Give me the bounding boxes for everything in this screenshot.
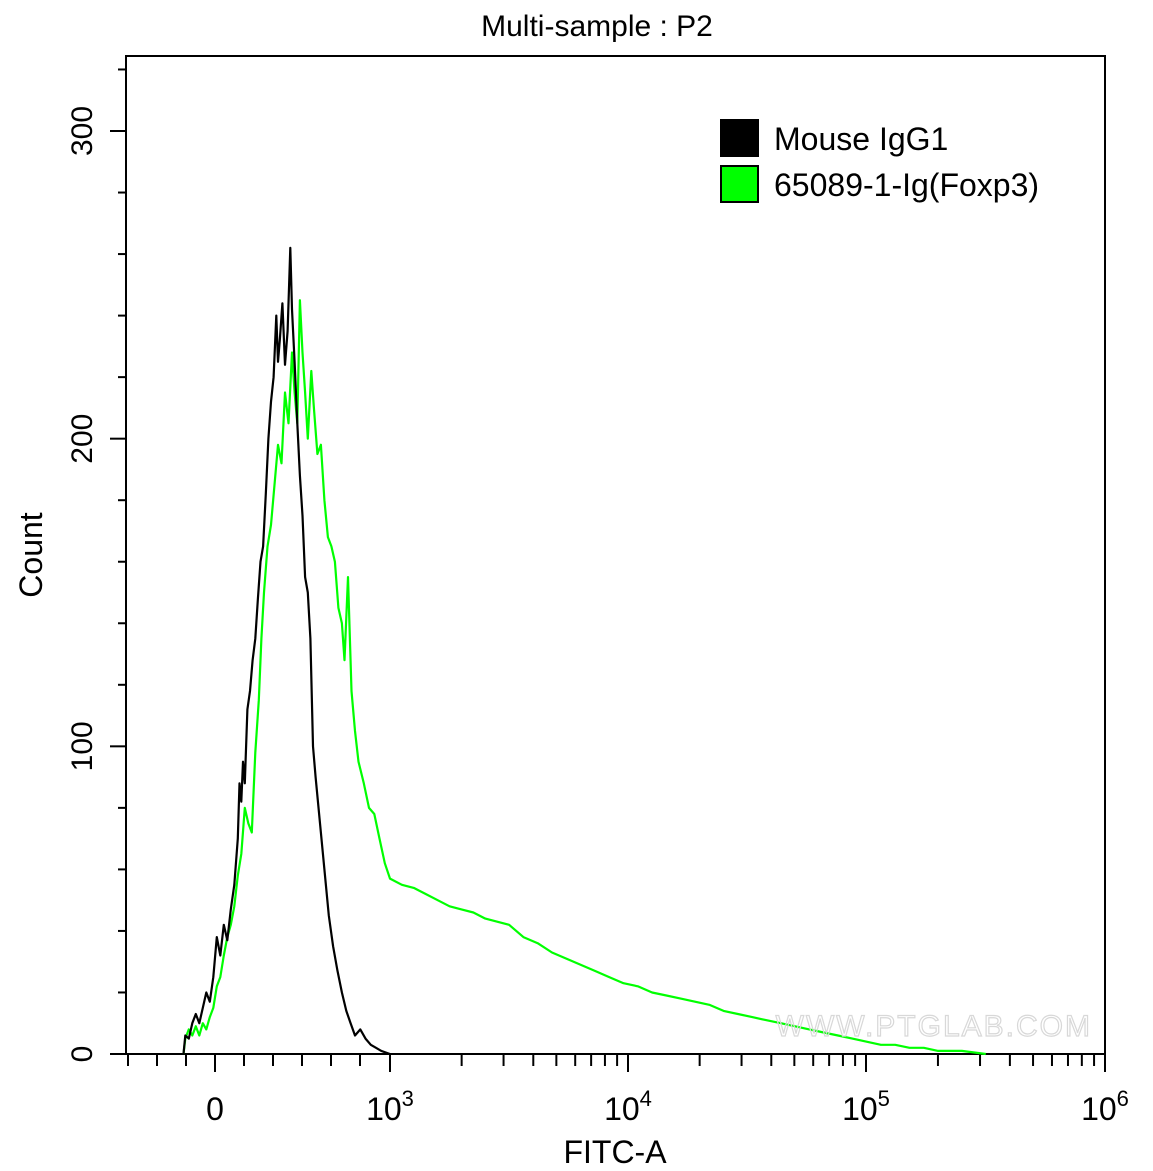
watermark: WWW.PTGLAB.COM <box>776 1010 1092 1043</box>
legend-swatch <box>720 119 759 157</box>
chart-title: Multi-sample : P2 <box>481 10 713 43</box>
y-axis: 0 100 200 300 <box>66 56 127 1063</box>
x-axis: 0 103 104 105 106 <box>126 1053 1129 1127</box>
series-lines <box>182 246 986 1056</box>
y-tick-label: 300 <box>66 106 99 156</box>
legend: Mouse IgG1 65089-1-Ig(Foxp3) <box>720 119 1039 203</box>
legend-label: 65089-1-Ig(Foxp3) <box>774 167 1039 203</box>
plot-area <box>125 55 1106 1055</box>
series-line-foxp3 <box>182 299 986 1056</box>
legend-swatch <box>720 165 759 203</box>
y-tick-label: 0 <box>66 1046 99 1063</box>
legend-label: Mouse IgG1 <box>774 121 948 157</box>
x-axis-label: FITC-A <box>563 1134 667 1170</box>
y-axis-label: Count <box>13 512 49 598</box>
series-line-mouse-igg1 <box>182 246 391 1056</box>
y-tick-label: 100 <box>66 721 99 771</box>
x-tick-label: 104 <box>604 1086 652 1127</box>
x-tick-label: 105 <box>842 1086 890 1127</box>
x-tick-label: 103 <box>366 1086 414 1127</box>
x-tick-label: 106 <box>1081 1086 1129 1127</box>
x-tick-label: 0 <box>206 1091 224 1127</box>
y-tick-label: 200 <box>66 414 99 464</box>
